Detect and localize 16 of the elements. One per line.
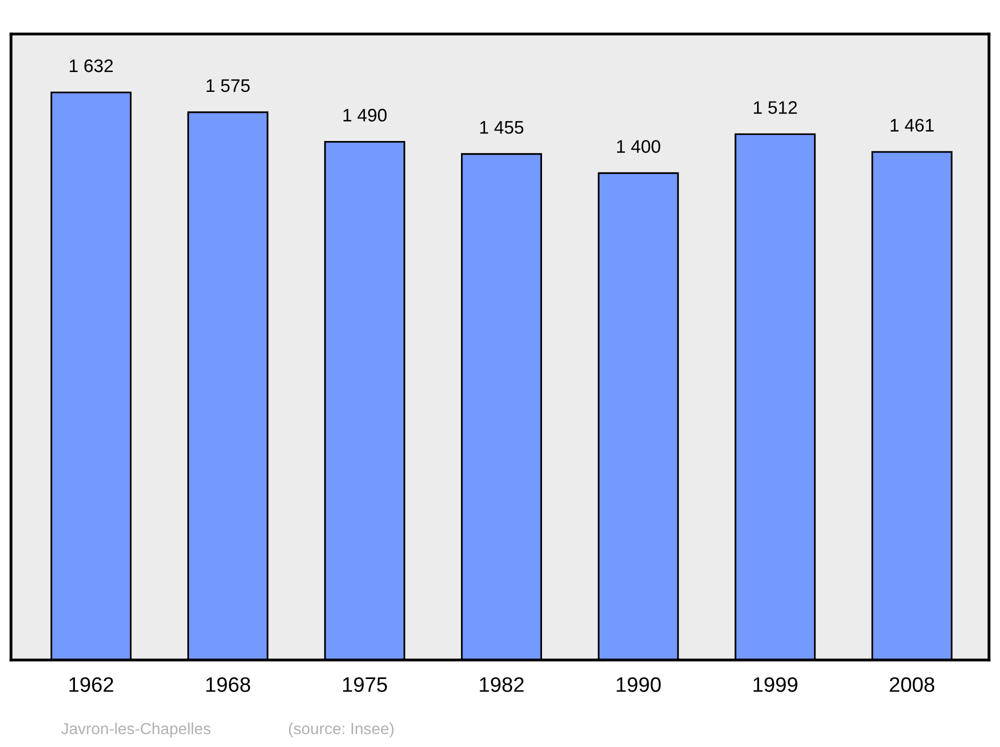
data-label: 1 632 [70,59,113,72]
x-tick-label: 1962 [69,677,114,692]
x-tick-label: 1975 [343,677,387,692]
x-tick-label: 1982 [480,677,524,692]
x-tick-label: 1999 [754,677,798,692]
x-tick-label: 1968 [206,677,250,692]
x-tick-label: 1990 [616,677,661,692]
data-label: 1 512 [754,101,797,114]
data-label: 1 400 [617,140,660,153]
data-label: 1 455 [480,121,524,134]
data-label: 1 461 [890,118,934,132]
data-label: 1 490 [343,108,387,122]
text: Javron-les-Chapelles [61,722,210,738]
x-tick-label: 2008 [890,677,934,692]
text: (source: Insee) [288,722,394,738]
data-label: 1 575 [206,79,250,92]
